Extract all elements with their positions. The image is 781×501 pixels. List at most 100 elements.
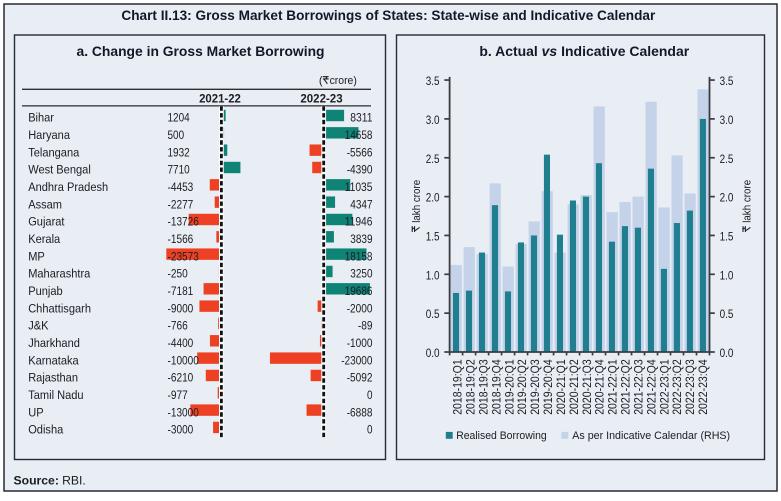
svg-text:2018-19:Q2: 2018-19:Q2 [465,359,478,415]
svg-text:3250: 3250 [350,267,373,281]
svg-text:2022-23: 2022-23 [300,91,343,105]
svg-text:1.5: 1.5 [720,229,734,243]
svg-text:-13000: -13000 [168,405,200,419]
svg-text:11035: 11035 [345,180,373,194]
svg-text:(: ( [319,75,323,87]
svg-text:2020-21:Q4: 2020-21:Q4 [594,359,607,415]
svg-text:2.5: 2.5 [720,152,734,166]
svg-text:-23573: -23573 [168,249,200,263]
svg-text:-5566: -5566 [347,145,373,159]
svg-text:-250: -250 [168,267,189,281]
svg-text:2021-22: 2021-22 [199,91,241,105]
svg-text:-89: -89 [358,319,373,333]
svg-text:2.5: 2.5 [426,152,440,166]
svg-text:-1566: -1566 [168,232,194,246]
svg-text:UP: UP [28,405,43,419]
svg-text:-10000: -10000 [168,353,200,367]
svg-text:0.5: 0.5 [720,307,734,321]
svg-text:J&K: J&K [28,319,49,333]
svg-text:2022-23:Q2: 2022-23:Q2 [671,359,684,415]
svg-text:11946: 11946 [345,215,373,229]
svg-text:Odisha: Odisha [28,423,63,437]
svg-text:Realised Borrowing: Realised Borrowing [456,430,547,442]
svg-text:2019-20:Q4: 2019-20:Q4 [542,359,555,415]
svg-text:0.0: 0.0 [720,346,734,360]
svg-text:-3000: -3000 [168,423,194,437]
svg-text:2021-22:Q3: 2021-22:Q3 [632,359,645,415]
svg-text:0.0: 0.0 [426,346,440,360]
svg-text:-13726: -13726 [168,215,200,229]
svg-text:2021-22:Q2: 2021-22:Q2 [620,359,633,415]
svg-text:-7181: -7181 [168,284,194,298]
svg-text:Bihar: Bihar [28,111,54,125]
svg-text:Assam: Assam [28,197,62,211]
svg-text:-9000: -9000 [168,301,194,315]
svg-text:2019-20:Q2: 2019-20:Q2 [516,359,529,415]
svg-text:2019-20:Q1: 2019-20:Q1 [503,359,516,415]
svg-text:-5092: -5092 [347,371,373,385]
svg-text:2022-23:Q3: 2022-23:Q3 [684,359,697,415]
svg-text:Rajasthan: Rajasthan [28,371,78,385]
svg-text:-4390: -4390 [347,163,373,177]
svg-text:4347: 4347 [350,197,372,211]
svg-text:2018-19:Q4: 2018-19:Q4 [490,359,503,415]
svg-text:2020-21:Q3: 2020-21:Q3 [581,359,594,415]
svg-text:a. Change in Gross Market Borr: a. Change in Gross Market Borrowing [77,44,325,59]
svg-text:Kerala: Kerala [28,232,60,246]
svg-text:-1000: -1000 [347,336,373,350]
svg-text:0: 0 [367,388,373,402]
svg-text:Chart II.13: Gross Market Borr: Chart II.13: Gross Market Borrowings of … [121,8,656,23]
svg-text:Tamil Nadu: Tamil Nadu [28,388,84,402]
svg-text:-6210: -6210 [168,371,194,385]
svg-text:As per Indicative Calendar (RH: As per Indicative Calendar (RHS) [572,430,730,442]
svg-text:1.0: 1.0 [426,268,440,282]
svg-text:-4400: -4400 [168,336,194,350]
svg-text:Karnataka: Karnataka [28,353,79,367]
svg-text:-2000: -2000 [347,301,373,315]
svg-text:RBI.: RBI. [62,473,86,487]
svg-text:2022-23:Q1: 2022-23:Q1 [658,359,671,415]
svg-text:2018-19:Q1: 2018-19:Q1 [452,359,465,415]
svg-text:vs: vs [542,44,558,59]
svg-text:West Bengal: West Bengal [28,163,91,177]
svg-text:1.5: 1.5 [426,229,440,243]
svg-text:2021-22:Q1: 2021-22:Q1 [607,359,620,415]
svg-text:3.0: 3.0 [720,113,734,127]
svg-text:3.0: 3.0 [426,113,440,127]
svg-text:lakh crore: lakh crore [742,180,754,223]
svg-text:7710: 7710 [168,163,191,177]
svg-text:18158: 18158 [345,249,373,263]
svg-text:-766: -766 [168,319,189,333]
svg-text:2021-22:Q4: 2021-22:Q4 [645,359,658,415]
svg-text:-4453: -4453 [168,180,194,194]
svg-text:Andhra Pradesh: Andhra Pradesh [28,180,108,194]
svg-text:-23000: -23000 [341,353,373,367]
svg-text:Jharkhand: Jharkhand [28,336,80,350]
svg-text:1932: 1932 [168,145,190,159]
svg-text:MP: MP [28,249,45,263]
svg-text:2.0: 2.0 [426,191,440,205]
svg-text:2020-21:Q1: 2020-21:Q1 [555,359,568,415]
svg-text:2019-20:Q3: 2019-20:Q3 [529,359,542,415]
svg-text:-2277: -2277 [168,197,194,211]
svg-text:0.5: 0.5 [426,307,440,321]
svg-text:0: 0 [367,423,373,437]
svg-text:lakh crore: lakh crore [411,180,423,223]
svg-text:2022-23:Q4: 2022-23:Q4 [697,359,710,415]
svg-text:b. Actual: b. Actual [479,44,541,59]
svg-text:3.5: 3.5 [426,74,440,88]
svg-text:Chhattisgarh: Chhattisgarh [28,301,91,315]
svg-text:2018-19:Q3: 2018-19:Q3 [477,359,490,415]
svg-text:Telangana: Telangana [28,145,79,159]
svg-text:Punjab: Punjab [28,284,63,298]
svg-text:14658: 14658 [345,128,373,142]
svg-text:500: 500 [168,128,185,142]
svg-text:2020-21:Q2: 2020-21:Q2 [568,359,581,415]
svg-text:Source:: Source: [14,473,59,487]
svg-text:-6888: -6888 [347,405,373,419]
svg-text:-977: -977 [168,388,188,402]
svg-text:3839: 3839 [350,232,372,246]
svg-text:Gujarat: Gujarat [28,215,65,229]
svg-text:8311: 8311 [350,111,372,125]
svg-text:Haryana: Haryana [28,128,70,142]
